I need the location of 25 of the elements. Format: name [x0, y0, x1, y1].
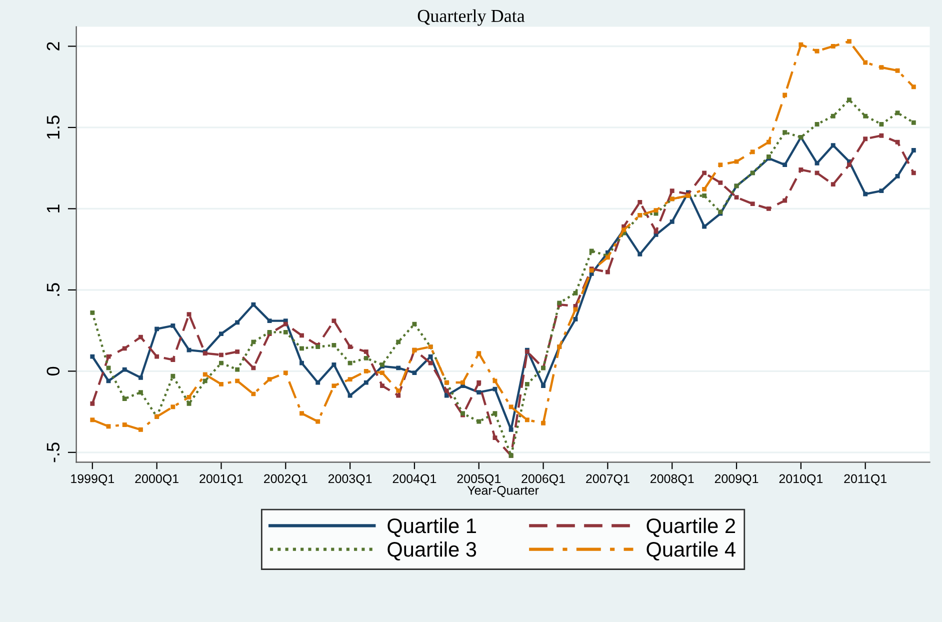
y-tick-label: 1 [46, 204, 60, 212]
x-tick-label: 2006Q1 [522, 474, 565, 486]
x-tick-label: 2005Q1 [457, 474, 501, 486]
y-tick-label: .5 [46, 283, 60, 296]
x-tick-label: 2004Q1 [392, 474, 436, 486]
x-axis-title: Year-Quarter [467, 486, 539, 498]
legend-label: Quartile 1 [388, 518, 476, 537]
x-tick-label: 2007Q1 [586, 474, 630, 486]
y-tick-label: 2 [46, 42, 60, 50]
x-tick-label: 2009Q1 [714, 474, 758, 486]
y-tick-label: 0 [46, 366, 60, 376]
x-tick-label: 2003Q1 [328, 474, 372, 486]
x-tick-label: 1999Q1 [71, 474, 114, 486]
x-tick-label: 2008Q1 [650, 474, 694, 486]
y-tick-label: 1.5 [46, 116, 60, 139]
x-tick-label: 2002Q1 [264, 474, 308, 486]
legend-label: Quartile 3 [388, 541, 476, 561]
x-tick-label: 2000Q1 [135, 474, 178, 486]
x-tick-label: 2010Q1 [779, 474, 823, 486]
x-tick-label: 2011Q1 [844, 474, 887, 486]
legend-label: Quartile 4 [646, 541, 736, 561]
y-tick-label: -.5 [46, 442, 60, 462]
chart-title: Quarterly Data [418, 9, 525, 26]
legend-label: Quartile 2 [646, 518, 736, 537]
x-tick-label: 2001Q1 [200, 474, 243, 486]
